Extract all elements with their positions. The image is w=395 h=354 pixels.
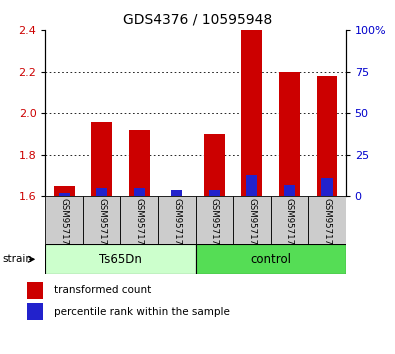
Bar (27, 303, 43, 320)
Bar (129, 130, 150, 196)
Bar (316, 76, 337, 196)
Bar (27, 282, 43, 299)
Bar (196, 244, 346, 274)
Bar (204, 134, 225, 196)
Text: GSM957177: GSM957177 (247, 198, 256, 251)
Text: GSM957172: GSM957172 (60, 198, 69, 251)
Text: GSM957178: GSM957178 (285, 198, 294, 251)
Bar (83, 196, 120, 244)
Bar (120, 196, 158, 244)
Text: control: control (250, 253, 291, 266)
Bar (91, 121, 112, 196)
Bar (279, 72, 300, 196)
Bar (271, 196, 308, 244)
Text: percentile rank within the sample: percentile rank within the sample (54, 307, 230, 316)
Text: GSM957179: GSM957179 (322, 198, 331, 250)
Bar (171, 190, 182, 196)
Bar (246, 175, 258, 196)
Bar (58, 193, 70, 196)
Text: GDS4376 / 10595948: GDS4376 / 10595948 (123, 12, 272, 27)
Bar (233, 196, 271, 244)
Bar (134, 188, 145, 196)
Bar (196, 196, 233, 244)
Bar (241, 30, 262, 196)
Bar (45, 244, 196, 274)
Bar (45, 196, 83, 244)
Text: Ts65Dn: Ts65Dn (99, 253, 142, 266)
Bar (321, 178, 333, 196)
Bar (158, 196, 196, 244)
Bar (96, 188, 107, 196)
Bar (308, 196, 346, 244)
Bar (54, 186, 75, 196)
Text: transformed count: transformed count (54, 285, 151, 295)
Bar (284, 185, 295, 196)
Text: GSM957174: GSM957174 (135, 198, 144, 251)
Text: strain: strain (2, 254, 32, 264)
Bar (209, 190, 220, 196)
Text: GSM957173: GSM957173 (97, 198, 106, 251)
Text: GSM957176: GSM957176 (210, 198, 219, 251)
Text: GSM957175: GSM957175 (172, 198, 181, 251)
